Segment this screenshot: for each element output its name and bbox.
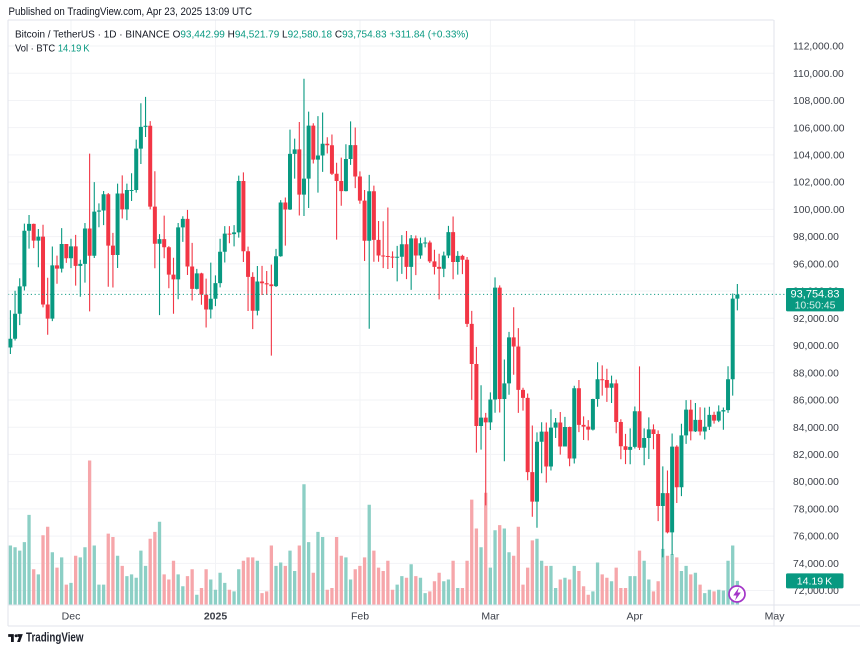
svg-text:14.19 K: 14.19 K (797, 575, 832, 587)
svg-text:106,000.00: 106,000.00 (793, 123, 845, 134)
svg-text:76,000.00: 76,000.00 (793, 532, 839, 543)
svg-text:96,000.00: 96,000.00 (793, 259, 839, 270)
svg-text:93,754.83: 93,754.83 (791, 289, 840, 301)
svg-text:Bitcoin / TetherUS · 1D · BINA: Bitcoin / TetherUS · 1D · BINANCE O93,44… (15, 29, 469, 41)
svg-text:102,000.00: 102,000.00 (793, 178, 845, 189)
svg-text:112,000.00: 112,000.00 (793, 42, 844, 53)
svg-text:108,000.00: 108,000.00 (793, 96, 845, 107)
svg-text:TradingView: TradingView (26, 631, 84, 645)
svg-text:82,000.00: 82,000.00 (793, 450, 839, 461)
svg-text:98,000.00: 98,000.00 (793, 232, 839, 243)
svg-text:Published on TradingView.com,: Published on TradingView.com, Apr 23, 20… (9, 6, 253, 18)
svg-text:Apr: Apr (627, 611, 644, 623)
svg-text:88,000.00: 88,000.00 (793, 368, 839, 379)
svg-text:10:50:45: 10:50:45 (795, 300, 836, 312)
svg-text:May: May (765, 611, 786, 623)
svg-text:Dec: Dec (62, 611, 81, 623)
svg-text:90,000.00: 90,000.00 (793, 341, 839, 352)
svg-text:Feb: Feb (351, 611, 369, 623)
svg-text:84,000.00: 84,000.00 (793, 423, 839, 434)
svg-text:92,000.00: 92,000.00 (793, 314, 839, 325)
svg-text:2025: 2025 (204, 611, 228, 623)
svg-text:110,000.00: 110,000.00 (793, 69, 844, 80)
svg-text:104,000.00: 104,000.00 (793, 151, 845, 162)
svg-text:Mar: Mar (481, 611, 500, 623)
svg-text:74,000.00: 74,000.00 (793, 559, 839, 570)
svg-text:78,000.00: 78,000.00 (793, 504, 839, 515)
svg-text:100,000.00: 100,000.00 (793, 205, 845, 216)
svg-text:80,000.00: 80,000.00 (793, 477, 839, 488)
svg-text:Vol · BTC 14.19 K: Vol · BTC 14.19 K (15, 43, 90, 55)
svg-text:86,000.00: 86,000.00 (793, 396, 839, 407)
svg-text:72,000.00: 72,000.00 (793, 586, 839, 597)
